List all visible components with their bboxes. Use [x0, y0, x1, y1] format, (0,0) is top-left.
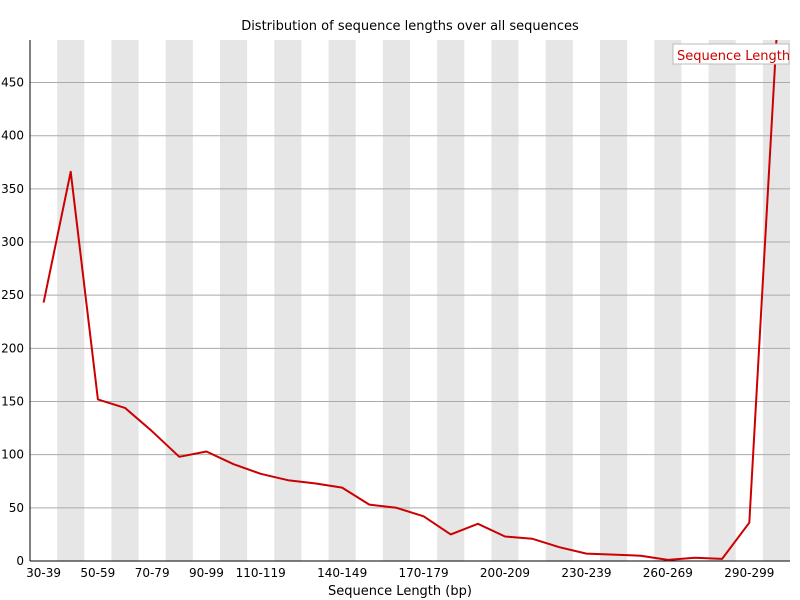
series-lines	[42, 39, 778, 561]
x-tick-label: 70-79	[135, 566, 170, 580]
y-tick-label: 400	[1, 129, 24, 143]
y-tick-label: 0	[16, 554, 24, 568]
category-band	[654, 40, 682, 561]
category-bands	[57, 40, 790, 561]
category-band	[491, 40, 519, 561]
category-band	[220, 40, 248, 561]
x-axis-label: Sequence Length (bp)	[328, 584, 472, 599]
y-tick-label: 250	[1, 288, 24, 302]
y-tick-label: 450	[1, 76, 24, 90]
category-band	[600, 40, 628, 561]
x-tick-label: 140-149	[317, 566, 367, 580]
series-line	[42, 39, 778, 561]
category-band	[708, 40, 736, 561]
x-tick-label: 290-299	[724, 566, 774, 580]
legend-box	[672, 43, 790, 65]
category-band	[57, 40, 85, 561]
x-tick-labels: 30-39 50-59 70-79 90-99 110-119 140-149 170-17…	[26, 566, 774, 580]
x-tick-label: 90-99	[189, 566, 224, 580]
axes	[29, 40, 790, 562]
y-tick-label: 150	[1, 395, 24, 409]
x-tick-label: 30-39	[26, 566, 61, 580]
category-band	[328, 40, 356, 561]
x-tick-label: 170-179	[399, 566, 449, 580]
category-band	[545, 40, 573, 561]
y-tick-label: 350	[1, 182, 24, 196]
y-tick-label: 100	[1, 448, 24, 462]
y-tick-label: 200	[1, 341, 24, 355]
x-tick-label: 50-59	[80, 566, 115, 580]
category-band	[382, 40, 410, 561]
x-tick-label: 230-239	[561, 566, 611, 580]
legend-label: Sequence Length	[677, 49, 790, 64]
y-tick-labels: 0 50 100 150 200 250 300 350 400 450	[1, 76, 24, 568]
x-tick-label: 200-209	[480, 566, 530, 580]
chart-title: Distribution of sequence lengths over al…	[241, 19, 579, 34]
y-tick-label: 50	[9, 501, 24, 515]
category-band	[437, 40, 465, 561]
category-band	[165, 40, 193, 561]
category-band	[274, 40, 302, 561]
y-tick-label: 300	[1, 235, 24, 249]
category-band	[762, 40, 790, 561]
category-band	[111, 40, 139, 561]
grid-lines	[30, 82, 790, 509]
x-tick-label: 260-269	[643, 566, 693, 580]
x-tick-label: 110-119	[236, 566, 286, 580]
legend: Sequence Length	[672, 43, 790, 65]
